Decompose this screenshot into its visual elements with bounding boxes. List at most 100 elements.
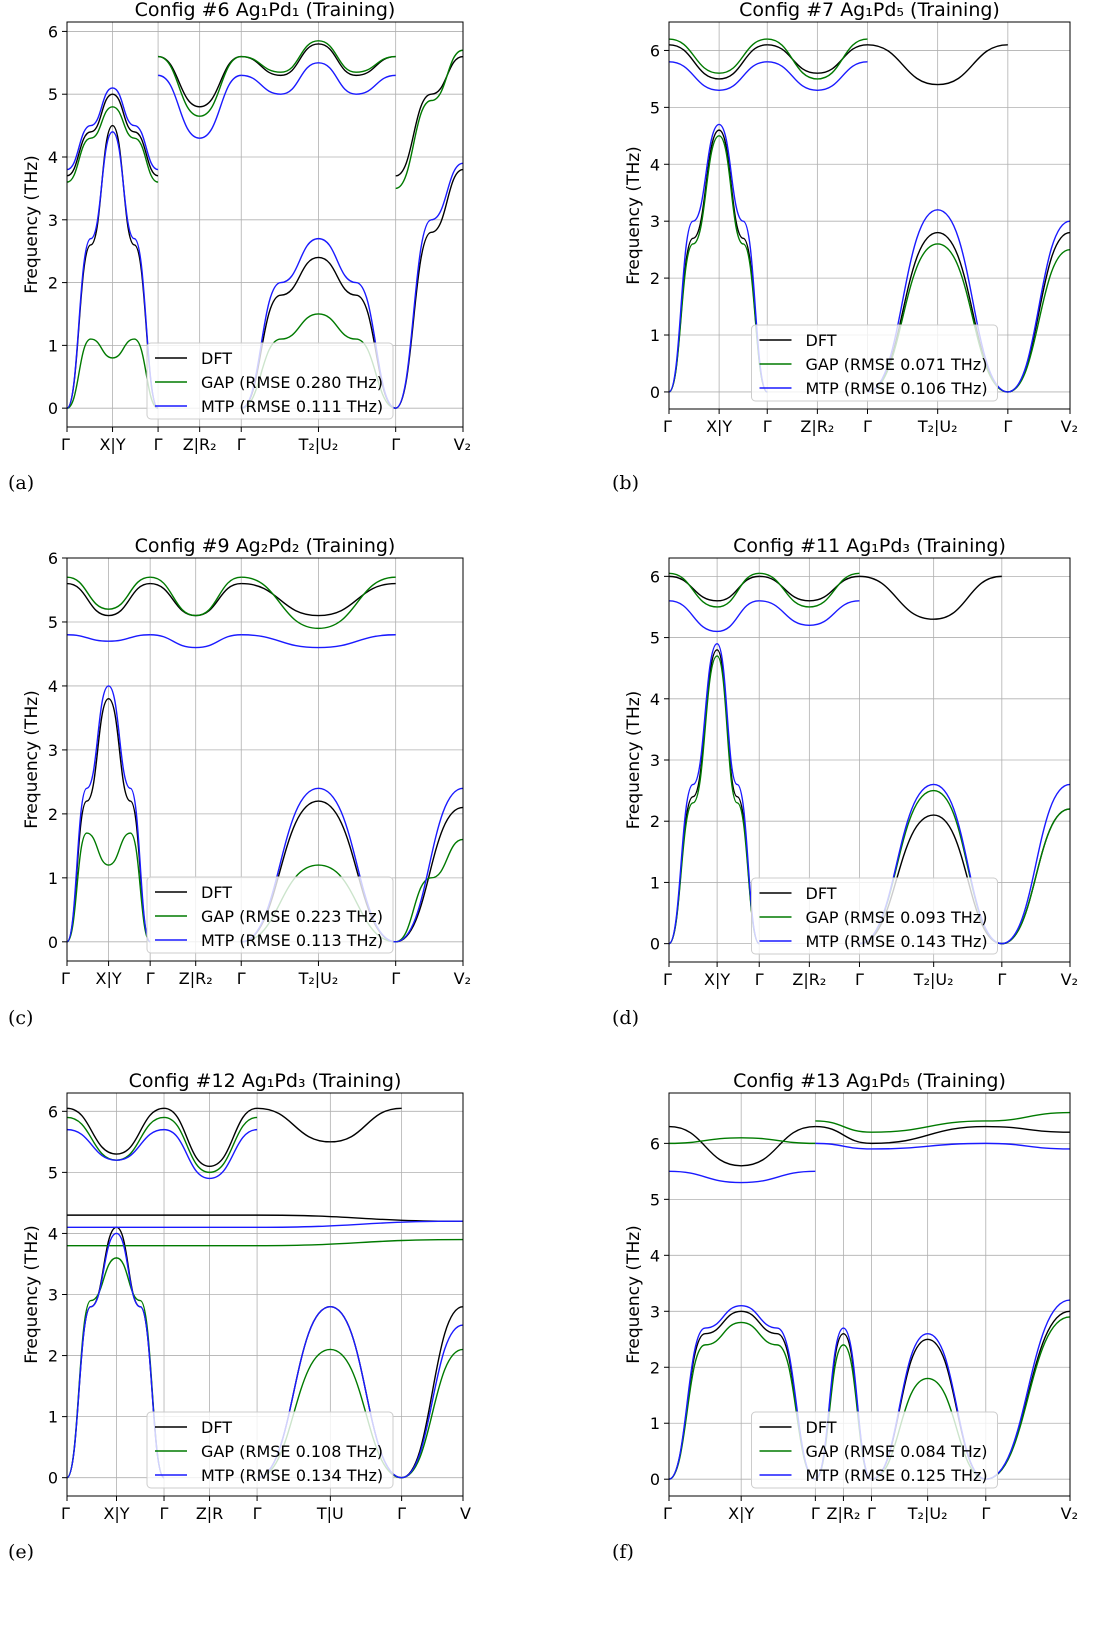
y-tick-label: 4: [48, 1224, 58, 1243]
legend-label: GAP (RMSE 0.108 THz): [201, 1442, 383, 1461]
y-axis-label: Frequency (THz): [624, 146, 644, 285]
series-line-gap: [395, 838, 463, 943]
legend-label: MTP (RMSE 0.106 THz): [806, 379, 988, 398]
series-line-mtp: [1001, 783, 1070, 945]
series-line-gap: [67, 106, 159, 183]
series-line-gap: [759, 572, 860, 608]
series-line-mtp: [67, 1220, 463, 1229]
panel-caption: (c): [8, 1007, 34, 1029]
x-tick-label: X|Y: [99, 435, 125, 454]
y-tick-label: 1: [48, 869, 58, 888]
series-line-mtp: [67, 131, 159, 409]
y-tick-label: 3: [650, 212, 660, 231]
series-line-gap: [150, 576, 242, 617]
y-tick-label: 5: [650, 98, 660, 117]
series-line-mtp: [67, 685, 151, 943]
plot-frame: [668, 1092, 1071, 1497]
y-tick-label: 3: [650, 1302, 660, 1321]
series-line-mtp: [163, 1128, 258, 1180]
legend-label: DFT: [201, 1418, 232, 1437]
series-line-dft: [241, 582, 396, 617]
series-line-gap: [669, 135, 768, 393]
x-tick-label: V₂: [1061, 417, 1078, 436]
series-line-gap: [241, 40, 396, 73]
x-tick-label: V: [460, 1504, 471, 1523]
x-tick-label: T₂|U₂: [907, 1504, 948, 1523]
series-line-dft: [67, 582, 151, 617]
series-line-dft: [669, 1125, 816, 1167]
series-line-mtp: [157, 74, 242, 139]
x-tick-label: Γ: [663, 970, 672, 989]
plot-frame: [66, 557, 464, 962]
series-line-gap: [67, 1238, 463, 1247]
x-tick-label: Γ: [391, 969, 400, 988]
x-tick-label: Γ: [1003, 417, 1012, 436]
x-tick-label: Γ: [981, 1504, 990, 1523]
legend-label: GAP (RMSE 0.071 THz): [806, 355, 988, 374]
chart-title: Config #11 Ag₁Pd₃ (Training): [733, 535, 1006, 557]
y-tick-label: 4: [650, 155, 660, 174]
x-tick-label: X|Y: [704, 970, 730, 989]
x-tick-label: Z|R₂: [826, 1504, 860, 1523]
y-tick-label: 1: [650, 326, 660, 345]
x-tick-label: Γ: [397, 1504, 406, 1523]
series-line-mtp: [67, 87, 159, 171]
legend-label: GAP (RMSE 0.280 THz): [201, 373, 383, 392]
series-line-mtp: [67, 634, 151, 642]
x-tick-label: V₂: [1061, 1504, 1078, 1523]
y-tick-label: 6: [48, 549, 58, 568]
series-line-mtp: [669, 123, 768, 393]
series-line-mtp: [240, 237, 396, 409]
legend: [146, 876, 394, 954]
y-tick-label: 2: [48, 1347, 58, 1366]
series-line-mtp: [669, 61, 768, 91]
y-tick-label: 4: [650, 1246, 660, 1265]
series-line-dft: [767, 44, 868, 74]
y-tick-label: 4: [48, 677, 58, 696]
panel-caption: (d): [612, 1007, 639, 1029]
plot-frame: [668, 21, 1071, 410]
legend-label: GAP (RMSE 0.084 THz): [806, 1442, 988, 1461]
series-line-mtp: [401, 1324, 463, 1479]
y-tick-label: 6: [650, 1134, 660, 1153]
legend: [146, 342, 394, 420]
series-line-mtp: [395, 787, 463, 943]
series-line-mtp: [669, 600, 760, 633]
x-tick-label: Z|R₂: [800, 417, 834, 436]
panel-caption: (a): [8, 472, 35, 494]
legend-label: DFT: [806, 1418, 837, 1437]
series-line-mtp: [67, 1128, 165, 1161]
y-tick-label: 0: [650, 935, 660, 954]
x-tick-label: Γ: [763, 417, 772, 436]
y-tick-label: 5: [48, 85, 58, 104]
series-line-dft: [257, 1107, 402, 1143]
y-axis-label: Frequency (THz): [22, 1225, 42, 1364]
series-line-mtp: [241, 62, 396, 95]
chart-title: Config #12 Ag₁Pd₃ (Training): [129, 1070, 402, 1092]
panel-caption: (e): [8, 1541, 35, 1563]
legend-label: MTP (RMSE 0.134 THz): [201, 1466, 383, 1485]
y-axis-label: Frequency (THz): [22, 690, 42, 829]
series-line-gap: [241, 576, 396, 630]
series-line-dft: [759, 575, 860, 602]
series-line-gap: [767, 38, 868, 80]
series-line-gap: [157, 55, 242, 117]
series-line-mtp: [241, 634, 396, 649]
y-axis-label: Frequency (THz): [624, 691, 644, 830]
y-tick-label: 1: [48, 1408, 58, 1427]
y-tick-label: 0: [48, 399, 58, 418]
x-tick-label: T|U: [316, 1504, 344, 1523]
x-tick-label: X|Y: [96, 969, 122, 988]
x-tick-label: X|Y: [728, 1504, 754, 1523]
series-line-gap: [669, 1137, 816, 1145]
panel-caption: (f): [612, 1541, 634, 1563]
x-tick-label: X|Y: [706, 417, 732, 436]
legend-label: MTP (RMSE 0.113 THz): [201, 931, 383, 950]
x-tick-label: V₂: [454, 969, 471, 988]
legend-label: GAP (RMSE 0.093 THz): [806, 908, 988, 927]
